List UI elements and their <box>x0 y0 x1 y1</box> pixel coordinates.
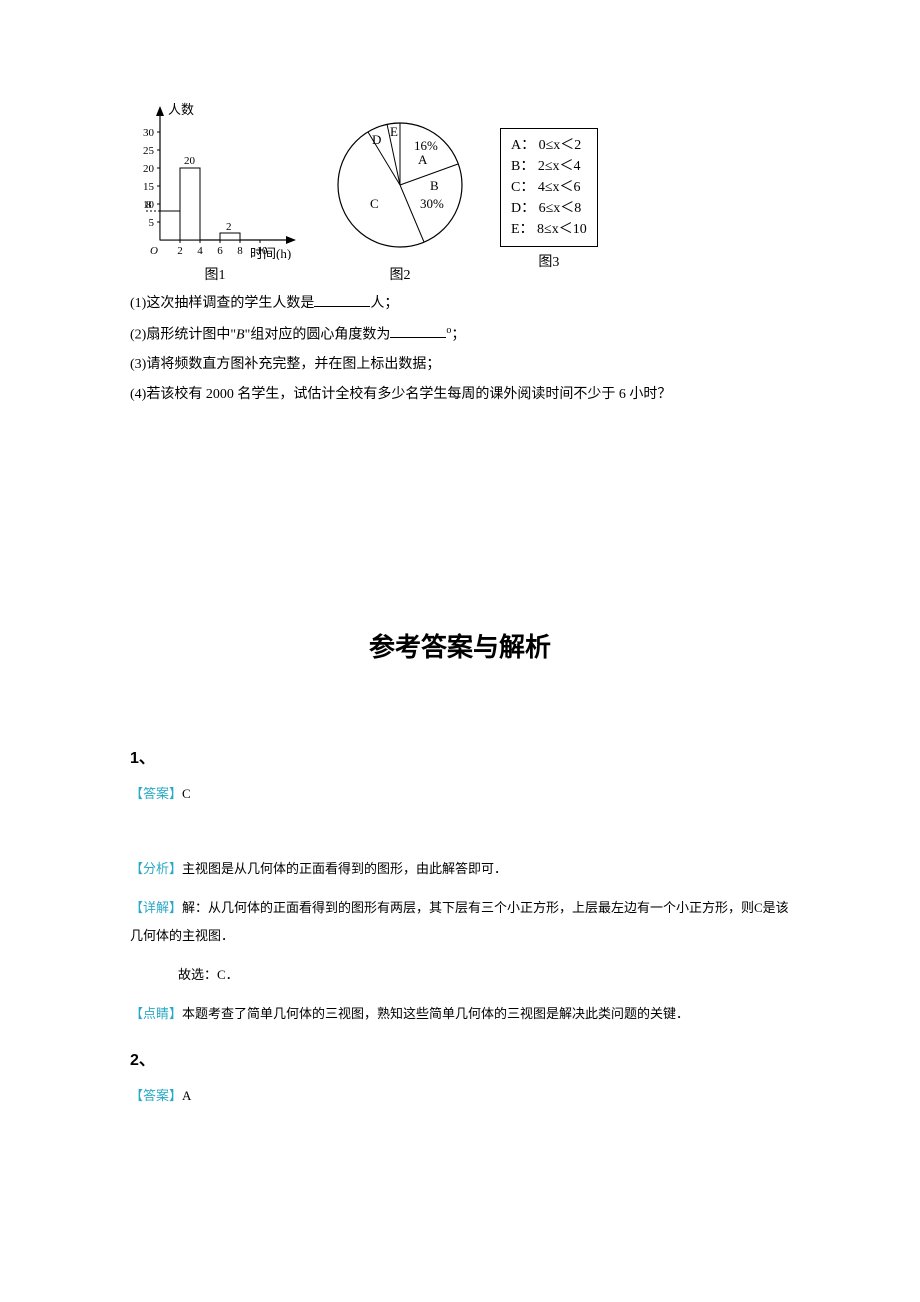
figures-row: 5 10 15 20 25 30 O 2 4 6 8 10 <box>130 100 790 284</box>
svg-text:O: O <box>150 245 158 257</box>
svg-text:4: 4 <box>197 245 203 257</box>
legend-row: E： 8≤x＜10 <box>511 219 587 240</box>
detail-text-1: 解：从几何体的正面看得到的图形有两层，其下层有三个小正方形，上层最左边有一个小正… <box>130 900 789 942</box>
bar-chart-svg: 5 10 15 20 25 30 O 2 4 6 8 10 <box>130 100 300 260</box>
answer-1-detail: 【详解】解：从几何体的正面看得到的图形有两层，其下层有三个小正方形，上层最左边有… <box>130 894 790 949</box>
svg-text:时间(h): 时间(h) <box>250 246 291 260</box>
q2-mid: "组对应的圆心角度数为 <box>245 327 391 342</box>
answer-1-detail-2: 故选：C． <box>130 961 790 988</box>
svg-text:20: 20 <box>184 155 196 167</box>
q2-italic: B <box>236 327 245 342</box>
q2-post: ； <box>451 327 465 342</box>
blank <box>314 292 370 307</box>
legend-row: A： 0≤x＜2 <box>511 135 587 156</box>
svg-text:6: 6 <box>217 245 223 257</box>
answer-2-number: 2、 <box>130 1046 790 1070</box>
analysis-text: 主视图是从几何体的正面看得到的图形，由此解答即可． <box>182 861 507 876</box>
svg-text:5: 5 <box>149 217 155 229</box>
svg-text:2: 2 <box>226 221 232 233</box>
detail-label: 【详解】 <box>130 900 182 915</box>
detail-text-2: 故选：C． <box>178 961 239 988</box>
svg-text:E: E <box>390 124 398 139</box>
question-4: (4)若该校有 2000 名学生，试估计全校有多少名学生每周的课外阅读时间不少于… <box>130 383 790 407</box>
page-container: 5 10 15 20 25 30 O 2 4 6 8 10 <box>0 0 920 1221</box>
q1-post: 人； <box>370 296 398 311</box>
pie-chart-caption: 图2 <box>390 264 411 284</box>
question-3: (3)请将频数直方图补充完整，并在图上标出数据； <box>130 353 790 377</box>
q2-pre: (2)扇形统计图中" <box>130 327 236 342</box>
svg-text:25: 25 <box>143 145 155 157</box>
q1-pre: (1)这次抽样调查的学生人数是 <box>130 296 314 311</box>
svg-text:8: 8 <box>237 245 243 257</box>
legend-box: A： 0≤x＜2 B： 2≤x＜4 C： 4≤x＜6 D： 6≤x＜8 E： 8… <box>500 128 598 247</box>
question-2: (2)扇形统计图中"B"组对应的圆心角度数为o； <box>130 322 790 347</box>
svg-text:C: C <box>370 196 379 211</box>
svg-text:2: 2 <box>177 245 183 257</box>
answer-label: 【答案】 <box>130 1088 182 1103</box>
svg-text:30%: 30% <box>420 196 444 211</box>
svg-text:B: B <box>430 178 439 193</box>
bar-chart-block: 5 10 15 20 25 30 O 2 4 6 8 10 <box>130 100 300 284</box>
remark-text: 本题考查了简单几何体的三视图，熟知这些简单几何体的三视图是解决此类问题的关键． <box>182 1006 689 1021</box>
analysis-label: 【分析】 <box>130 861 182 876</box>
answer-1-answer: 【答案】C <box>130 780 790 807</box>
answer-value: A <box>182 1088 191 1103</box>
legend-row: B： 2≤x＜4 <box>511 156 587 177</box>
legend-block: A： 0≤x＜2 B： 2≤x＜4 C： 4≤x＜6 D： 6≤x＜8 E： 8… <box>500 100 598 271</box>
answer-1-analysis: 【分析】主视图是从几何体的正面看得到的图形，由此解答即可． <box>130 855 790 882</box>
bar-chart-caption: 图1 <box>205 264 226 284</box>
svg-text:8: 8 <box>146 199 152 211</box>
legend-row: C： 4≤x＜6 <box>511 177 587 198</box>
legend-row: D： 6≤x＜8 <box>511 198 587 219</box>
answer-2-answer: 【答案】A <box>130 1082 790 1109</box>
svg-text:D: D <box>372 132 381 147</box>
svg-text:20: 20 <box>143 163 155 175</box>
answers-title: 参考答案与解析 <box>130 627 790 664</box>
remark-label: 【点睛】 <box>130 1006 182 1021</box>
svg-text:人数: 人数 <box>168 102 194 117</box>
svg-text:16%: 16% <box>414 138 438 153</box>
svg-text:15: 15 <box>143 181 155 193</box>
blank <box>390 323 446 338</box>
svg-text:A: A <box>418 152 428 167</box>
pie-chart-block: E D 16% A B 30% C 图2 <box>320 100 480 284</box>
question-1: (1)这次抽样调查的学生人数是 人； <box>130 292 790 316</box>
svg-text:30: 30 <box>143 127 155 139</box>
pie-chart-svg: E D 16% A B 30% C <box>320 100 480 260</box>
answer-1-number: 1、 <box>130 744 790 768</box>
legend-caption: 图3 <box>538 251 559 271</box>
answer-1-remark: 【点睛】本题考查了简单几何体的三视图，熟知这些简单几何体的三视图是解决此类问题的… <box>130 1000 790 1027</box>
answer-value: C <box>182 786 191 801</box>
answer-label: 【答案】 <box>130 786 182 801</box>
